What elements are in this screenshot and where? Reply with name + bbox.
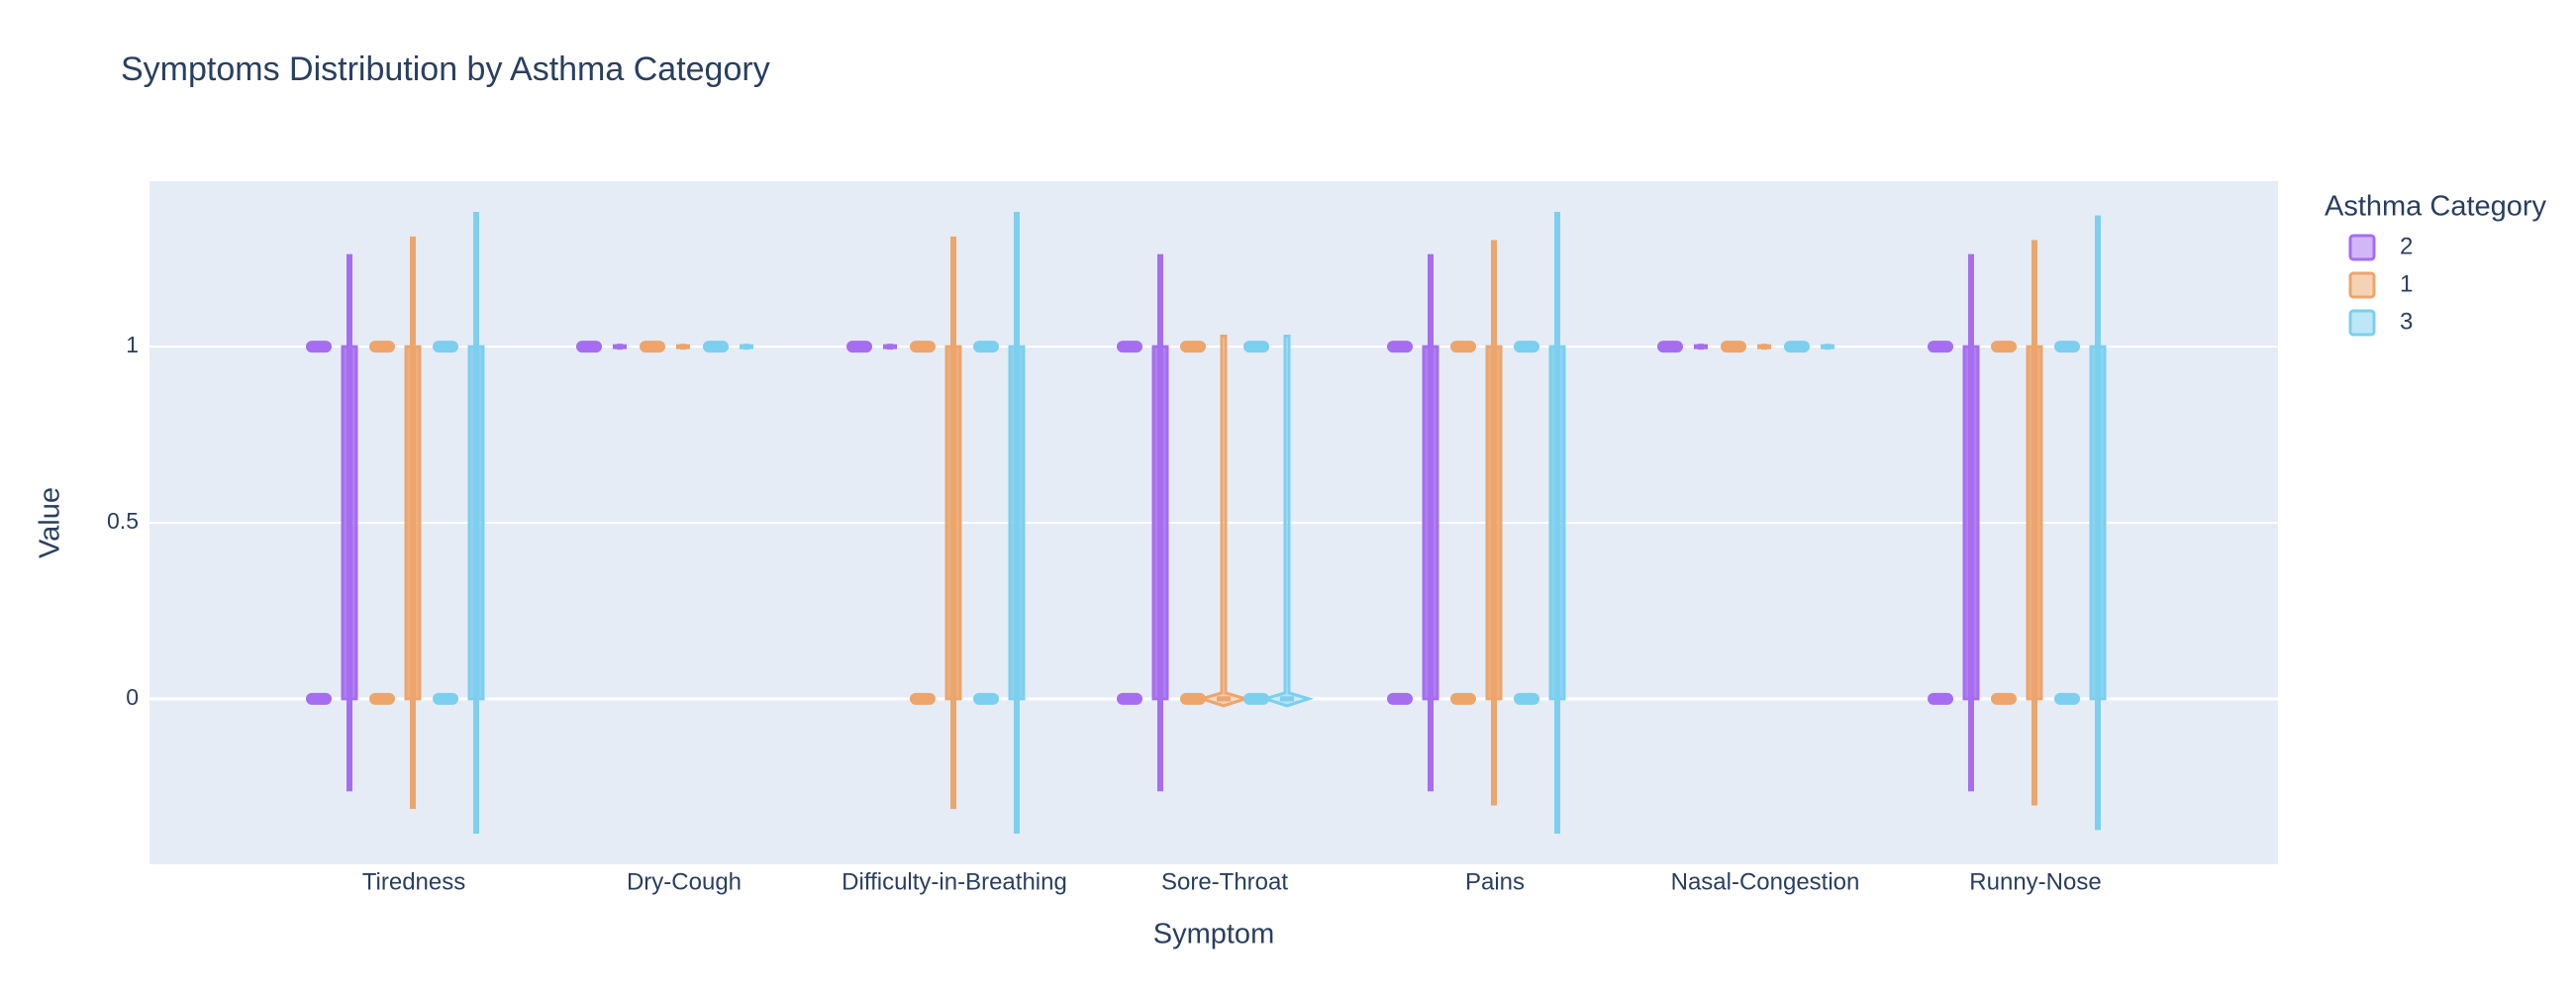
point-strip xyxy=(1991,692,2017,705)
point-strip xyxy=(433,692,458,705)
y-axis-title: Value xyxy=(35,487,66,558)
legend-swatch xyxy=(2348,234,2376,261)
chart-title: Symptoms Distribution by Asthma Category xyxy=(121,50,770,88)
legend-label: 2 xyxy=(2400,233,2413,259)
point-strip xyxy=(910,692,936,705)
point-strip xyxy=(1387,692,1413,705)
y-tick-label: 0 xyxy=(126,684,139,710)
box xyxy=(1008,345,1026,701)
box xyxy=(404,345,422,701)
point-strip xyxy=(2054,692,2080,705)
x-axis-title: Symptom xyxy=(1153,919,1274,950)
point-strip xyxy=(576,341,602,353)
point-strip xyxy=(1657,341,1683,353)
legend-title: Asthma Category xyxy=(2325,191,2547,223)
legend-swatch xyxy=(2348,309,2376,337)
point-strip xyxy=(306,692,332,705)
point-strip xyxy=(369,341,395,353)
point-strip xyxy=(703,341,729,353)
point-strip xyxy=(1117,341,1142,353)
point-strip xyxy=(1450,341,1476,353)
point-strip xyxy=(306,341,332,353)
point-strip xyxy=(433,341,458,353)
box xyxy=(2026,345,2043,701)
legend-swatch xyxy=(2348,271,2376,299)
point-strip xyxy=(1180,692,1206,705)
point-strip xyxy=(910,341,936,353)
y-tick-label: 1 xyxy=(126,332,139,357)
point-strip xyxy=(1117,692,1142,705)
box xyxy=(341,345,358,701)
box xyxy=(1962,345,1980,701)
violin xyxy=(1196,334,1251,708)
point-strip xyxy=(1928,341,1953,353)
box xyxy=(1485,345,1503,701)
x-tick-label: Tiredness xyxy=(362,868,465,895)
x-tick-label: Sore-Throat xyxy=(1161,868,1288,895)
point-strip xyxy=(973,341,999,353)
x-tick-label: Dry-Cough xyxy=(627,868,742,895)
point-strip xyxy=(1243,692,1269,705)
box xyxy=(467,345,485,701)
point-strip xyxy=(1784,341,1810,353)
y-tick-label: 0.5 xyxy=(107,508,139,534)
grid xyxy=(149,346,2278,701)
box xyxy=(944,345,962,701)
x-tick-label: Pains xyxy=(1465,868,1525,895)
point-strip xyxy=(1180,341,1206,353)
box xyxy=(2089,345,2107,701)
point-strip xyxy=(1928,692,1953,705)
x-tick-label: Runny-Nose xyxy=(1969,868,2101,895)
point-strip xyxy=(1514,341,1539,353)
marks xyxy=(306,212,2107,834)
legend-label: 3 xyxy=(2400,308,2413,335)
point-strip xyxy=(1991,341,2017,353)
point-strip xyxy=(1387,341,1413,353)
point-strip xyxy=(1721,341,1746,353)
legend-label: 1 xyxy=(2400,270,2413,297)
box xyxy=(1422,345,1439,701)
point-strip xyxy=(1450,692,1476,705)
point-strip xyxy=(973,692,999,705)
x-tick-label: Difficulty-in-Breathing xyxy=(842,868,1067,895)
point-strip xyxy=(1243,341,1269,353)
point-strip xyxy=(846,341,872,353)
box xyxy=(1151,345,1169,701)
point-strip xyxy=(1514,692,1539,705)
violin xyxy=(1259,334,1315,708)
point-strip xyxy=(640,341,665,353)
point-strip xyxy=(2054,341,2080,353)
point-strip xyxy=(369,692,395,705)
x-tick-label: Nasal-Congestion xyxy=(1671,868,1860,895)
box xyxy=(1548,345,1566,701)
